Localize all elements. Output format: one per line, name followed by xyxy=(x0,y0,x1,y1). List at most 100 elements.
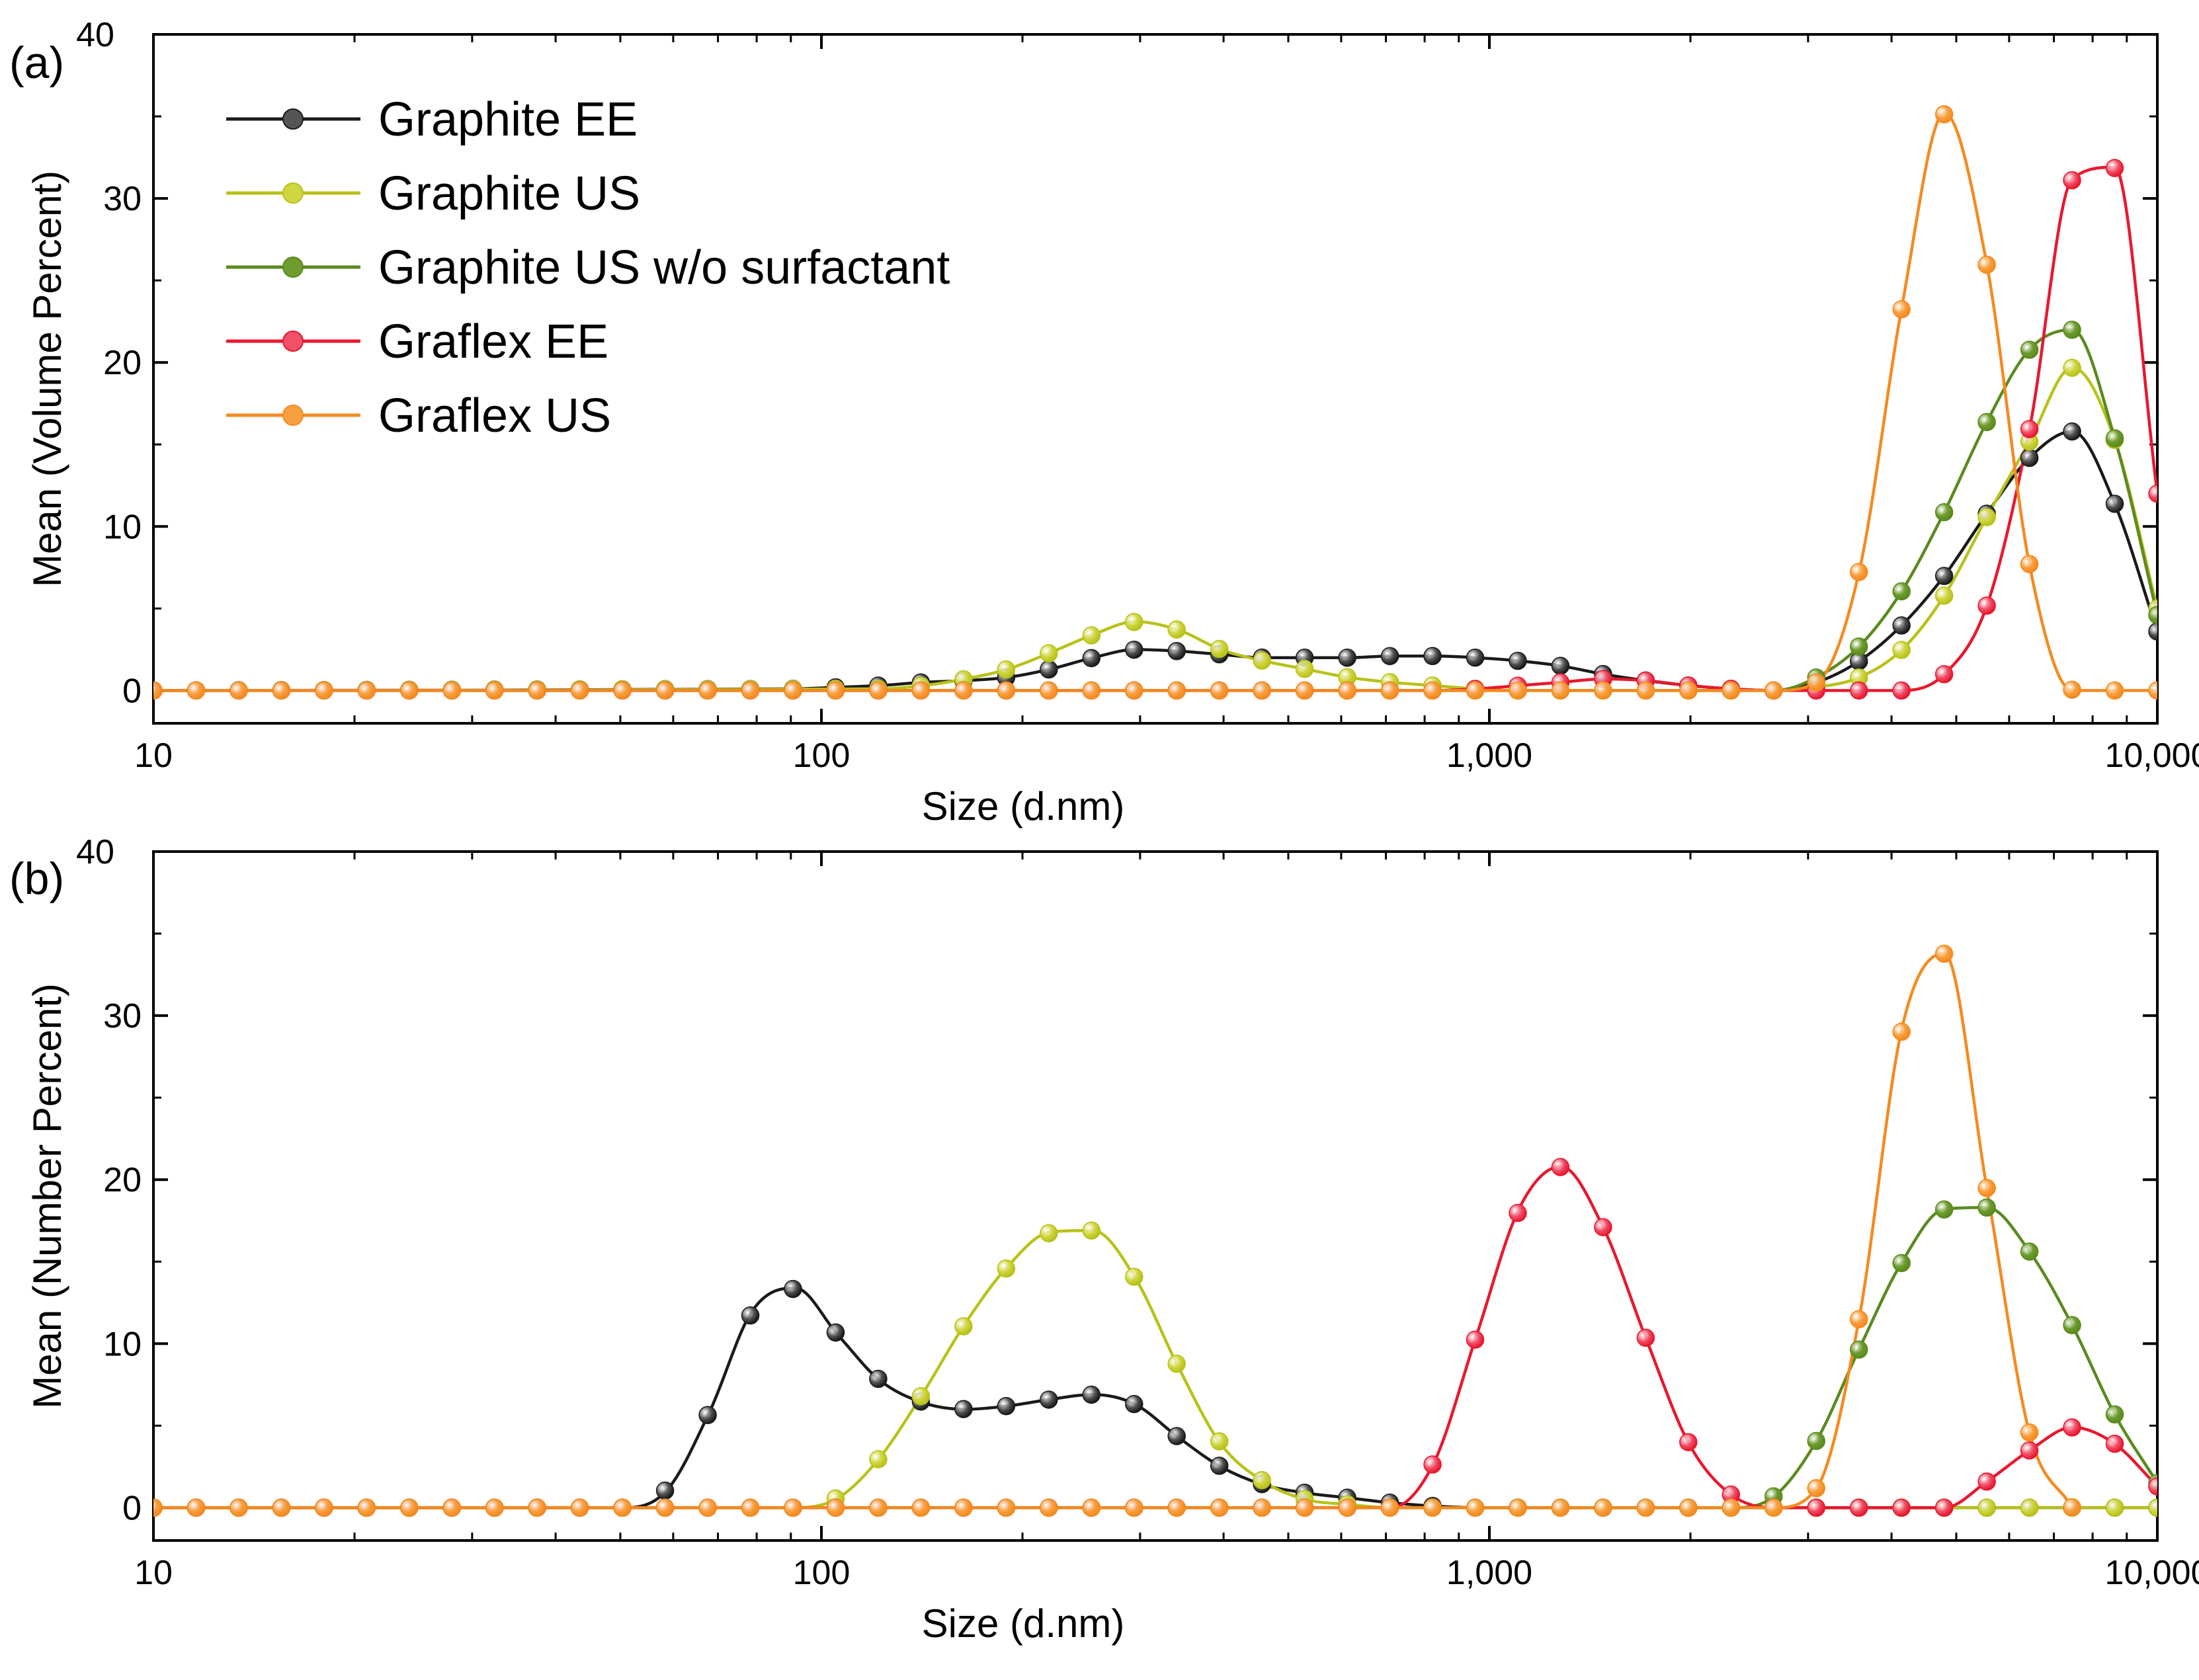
panel-b-point-graflex-us xyxy=(485,1498,504,1517)
panel-a-point-graphite-us-w-o-surfactant xyxy=(2148,606,2157,625)
panel-b-point-graphite-us-w-o-surfactant xyxy=(1849,1340,1868,1359)
panel-b-point-graphite-us xyxy=(869,1450,888,1468)
panel-b-point-graflex-ee xyxy=(2105,1435,2124,1453)
panel-a-point-graflex-ee xyxy=(2020,420,2039,438)
panel-a-point-graflex-us xyxy=(1125,681,1143,700)
panel-a-point-graphite-ee xyxy=(1509,651,1527,670)
panel-b-point-graphite-us xyxy=(911,1387,931,1406)
panel-a-point-graphite-us xyxy=(1253,651,1271,670)
panel-a-point-graflex-us xyxy=(1040,681,1058,700)
panel-a-point-graphite-us-w-o-surfactant xyxy=(1977,413,1996,432)
panel-a-point-graflex-us xyxy=(954,681,973,700)
panel-b-point-graphite-us xyxy=(1167,1354,1186,1373)
panel-a-point-graflex-us xyxy=(570,681,589,700)
panel-a-point-graphite-us xyxy=(1125,612,1143,631)
panel-b-point-graphite-us-w-o-surfactant xyxy=(1807,1431,1826,1451)
panel-b-point-graflex-us xyxy=(1594,1498,1612,1517)
panel-a-point-graflex-us xyxy=(613,681,632,700)
panel-b-point-graphite-us-w-o-surfactant xyxy=(1934,1200,1954,1219)
legend-marker xyxy=(282,108,304,130)
panel-b-point-graphite-us-w-o-surfactant xyxy=(1892,1254,1911,1273)
panel-b-x-tick-label: 100 xyxy=(793,1554,851,1592)
panel-b-point-graflex-us xyxy=(315,1498,333,1517)
panel-b-point-graphite-ee xyxy=(698,1406,717,1425)
panel-a-point-graphite-ee xyxy=(1040,660,1058,679)
panel-b-point-graflex-us xyxy=(1679,1498,1698,1517)
panel-a-point-graflex-us xyxy=(1253,681,1271,700)
panel-b-point-graflex-ee xyxy=(1423,1455,1442,1474)
panel-b-y-tick-label: 10 xyxy=(103,1325,142,1363)
panel-b-point-graflex-ee xyxy=(2020,1441,2039,1460)
panel-a-point-graphite-us xyxy=(1167,620,1186,639)
panel-a-point-graflex-ee xyxy=(1892,681,1911,700)
panel-a-point-graflex-us xyxy=(357,681,376,700)
panel-a-point-graflex-us xyxy=(153,681,163,700)
panel-a-point-graflex-us xyxy=(315,681,333,700)
panel-b-point-graflex-ee xyxy=(1509,1203,1527,1222)
panel-b-x-tick-label: 10,000 xyxy=(2104,1554,2199,1592)
legend-item-graphite-ee: Graphite EE xyxy=(226,93,638,146)
panel-a-point-graflex-us xyxy=(1210,681,1229,700)
panel-b-point-graflex-us xyxy=(1040,1498,1058,1517)
panel-b-point-graflex-us xyxy=(1722,1498,1741,1517)
panel-a-point-graflex-ee xyxy=(2105,159,2124,177)
panel-b-line-graphite-us xyxy=(153,1228,2157,1509)
panel-a-point-graphite-ee xyxy=(1082,649,1101,668)
panel-b-point-graflex-us xyxy=(1636,1498,1655,1517)
panel-b-axes-frame xyxy=(152,850,2159,1542)
panel-b-x-axis-title: Size (d.nm) xyxy=(922,1601,1125,1646)
panel-a-x-tick-label: 1,000 xyxy=(1446,737,1532,775)
panel-b-point-graflex-us xyxy=(655,1498,675,1517)
legend-label: Graphite US xyxy=(378,167,640,220)
panel-a-point-graphite-us-w-o-surfactant xyxy=(1934,502,1954,522)
panel-a-point-graflex-us xyxy=(1466,681,1485,700)
panel-a-point-graflex-ee xyxy=(2063,171,2081,190)
panel-b-point-graphite-us-w-o-surfactant xyxy=(2020,1242,2039,1261)
panel-a-point-graflex-us xyxy=(1423,681,1442,700)
panel-b-point-graflex-us xyxy=(570,1498,589,1517)
panel-b-point-graphite-ee xyxy=(1210,1457,1229,1475)
panel-a-point-graflex-us xyxy=(400,681,419,700)
panel-b-point-graphite-us xyxy=(997,1259,1016,1278)
panel-b-point-graflex-ee xyxy=(2063,1418,2081,1437)
panel-b-point-graphite-us xyxy=(1040,1224,1058,1242)
panel-a-point-graflex-us xyxy=(784,681,802,700)
panel-a-point-graflex-us xyxy=(741,681,760,700)
panel-a-point-graflex-us xyxy=(485,681,504,700)
panel-b-line-graflex-us xyxy=(153,951,2074,1509)
legend-item-graflex-us: Graflex US xyxy=(226,389,611,442)
panel-a-point-graphite-ee xyxy=(1466,648,1485,667)
panel-a-point-graflex-us xyxy=(2020,555,2039,573)
panel-b-point-graflex-us xyxy=(1210,1498,1229,1517)
panel-b-point-graflex-us xyxy=(954,1498,973,1517)
panel-a-point-graflex-us xyxy=(1338,681,1356,700)
panel-a-point-graflex-us xyxy=(1594,681,1612,700)
panel-a-point-graphite-us xyxy=(2063,358,2081,378)
panel-a-tag: (a) xyxy=(9,38,64,88)
panel-a-point-graflex-us xyxy=(229,681,248,700)
panel-b-point-graflex-us xyxy=(1509,1498,1527,1517)
panel-a-x-axis-title: Size (d.nm) xyxy=(922,784,1125,828)
panel-a-point-graflex-us xyxy=(1764,681,1783,700)
panel-a-point-graflex-ee xyxy=(2148,484,2157,503)
panel-a-point-graphite-ee xyxy=(1125,640,1143,659)
panel-b-y-tick-label: 40 xyxy=(76,833,114,871)
panel-b-point-graflex-us xyxy=(187,1498,206,1517)
panel-b-y-axis-title: Mean (Number Percent) xyxy=(25,983,69,1409)
panel-a-point-graphite-ee xyxy=(2020,448,2039,467)
panel-a-point-graphite-us xyxy=(1210,639,1229,659)
panel-a-point-graphite-us xyxy=(1082,626,1101,645)
panel-a-point-graphite-us-w-o-surfactant xyxy=(1892,582,1911,601)
legend-marker xyxy=(282,182,304,204)
panel-a-point-graphite-ee xyxy=(1892,616,1911,635)
panel-b-point-graflex-us xyxy=(1807,1479,1826,1498)
panel-b-point-graflex-ee xyxy=(1977,1472,1996,1491)
legend-label: Graflex EE xyxy=(378,315,608,368)
panel-b-point-graflex-ee xyxy=(1807,1498,1826,1517)
panel-b-point-graflex-us xyxy=(1167,1498,1186,1517)
panel-a-point-graflex-us xyxy=(187,681,206,700)
panel-b-point-graphite-ee xyxy=(1082,1385,1101,1404)
panel-b-point-graflex-us xyxy=(826,1498,845,1517)
panel-a-point-graflex-us xyxy=(1509,681,1527,700)
